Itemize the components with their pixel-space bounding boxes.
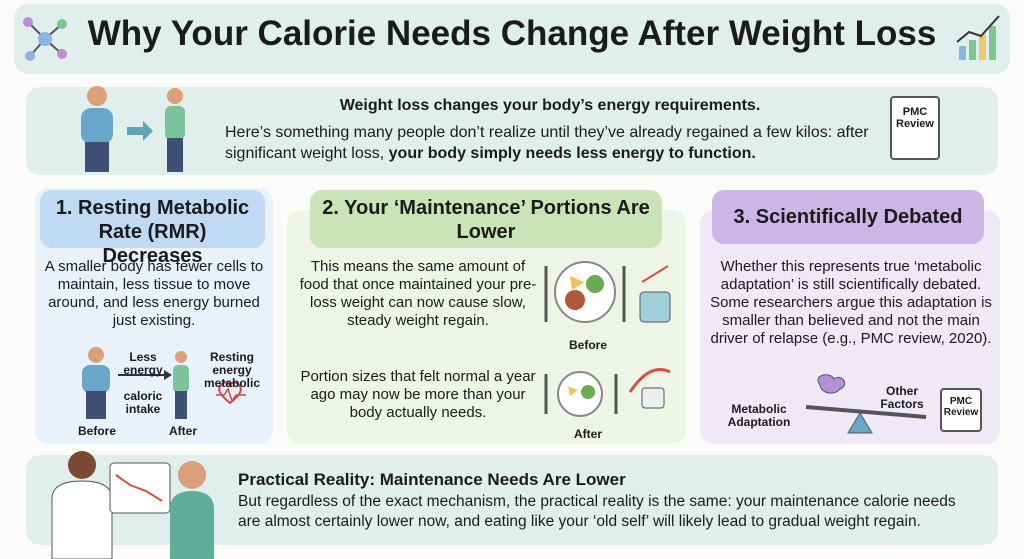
label-less-energy: Less energy (123, 350, 163, 377)
intro-text: Here’s something many people don’t reali… (225, 122, 875, 164)
label-resting-energy: Resting energy metabolic (203, 350, 260, 390)
label-after-plate: After (573, 427, 602, 441)
pmc-badge-small: PMC Review (940, 388, 982, 432)
plates-illustration (544, 261, 671, 417)
section-3-title: 3. Scientifically Debated (712, 190, 984, 244)
seesaw-illustration (805, 374, 927, 434)
footer-heading: Practical Reality: Maintenance Needs Are… (238, 470, 626, 489)
people-illustration (81, 86, 185, 172)
section-1-illustration (82, 347, 246, 419)
pmc-badge: PMC Review (890, 96, 940, 160)
label-other-factors: Other Factors (880, 384, 924, 411)
section-2-text-2: Portion sizes that felt normal a year ag… (300, 368, 536, 421)
section-3-text: Whether this represents true ‘metabolic … (710, 258, 992, 347)
label-after: After (168, 424, 197, 438)
intro-box (26, 87, 998, 175)
intro-heading: Weight loss changes your body’s energy r… (339, 97, 761, 114)
doctor-illustration (51, 451, 214, 559)
section-2-text-1: This means the same amount of food that … (299, 258, 537, 329)
footer-text: But regardless of the exact mechanism, t… (238, 493, 956, 530)
section-1-title: 1. Resting Metabolic Rate (RMR) Decrease… (40, 190, 265, 267)
network-icon (23, 17, 67, 61)
page-title: Why Your Calorie Needs Change After Weig… (87, 14, 937, 53)
label-metabolic-adaptation: Metabolic Adaptation (727, 402, 791, 429)
title-banner (14, 4, 1010, 74)
section-2-title: 2. Your ‘Maintenance’ Portions Are Lower (310, 190, 662, 248)
intro-text-bold: your body simply needs less energy to fu… (388, 145, 756, 162)
section-1-text: A smaller body has fewer cells to mainta… (44, 258, 264, 329)
label-before: Before (77, 424, 116, 438)
label-caloric-intake: caloric intake (123, 389, 163, 416)
intro-text-regular: Here’s something many people don’t reali… (225, 124, 869, 162)
label-before-plate: Before (568, 338, 607, 352)
section-2-box (287, 210, 686, 444)
chart-icon (956, 15, 1000, 60)
